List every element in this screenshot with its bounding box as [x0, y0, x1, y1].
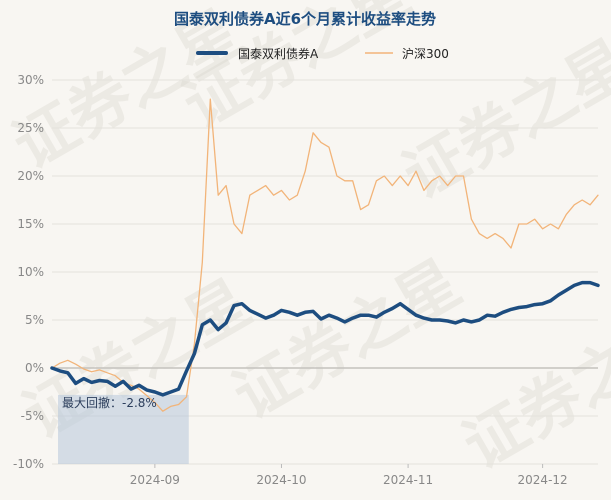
x-axis: 2024-092024-102024-112024-122025-012025-…: [130, 464, 568, 487]
legend: 国泰双利债券A 沪深300: [196, 46, 449, 61]
y-tick-label: 5%: [25, 313, 44, 327]
watermark-text: 证券之星: [451, 296, 611, 483]
series-lines: [50, 98, 600, 412]
y-tick-label: 15%: [17, 217, 44, 231]
x-tick-label: 2024-09: [130, 473, 180, 487]
watermark-text: 证券之星: [221, 246, 472, 433]
legend-label-fund: 国泰双利债券A: [238, 46, 319, 61]
y-axis: 30% 25% 20% 15% 10% 5% 0% -5% -10%: [13, 73, 44, 471]
y-tick-label: 0%: [25, 361, 44, 375]
y-tick-label: 20%: [17, 169, 44, 183]
fund-line: [50, 280, 600, 397]
x-tick-label: 2024-10: [256, 473, 306, 487]
y-tick-label: 10%: [17, 265, 44, 279]
y-tick-label: -5%: [21, 409, 44, 423]
drawdown-shade: [58, 394, 189, 464]
legend-label-index: 沪深300: [402, 47, 449, 61]
y-tick-label: 25%: [17, 121, 44, 135]
y-tick-label: -10%: [13, 457, 44, 471]
y-tick-label: 30%: [17, 73, 44, 87]
max-drawdown-label: 最大回撤：-2.8%: [62, 395, 157, 410]
drawdown-area: [58, 394, 189, 464]
index-line: [51, 98, 599, 412]
chart-title: 国泰双利债券A近6个月累计收益率走势: [174, 10, 436, 28]
x-tick-label: 2024-12: [518, 473, 568, 487]
x-tick-label: 2024-11: [383, 473, 433, 487]
